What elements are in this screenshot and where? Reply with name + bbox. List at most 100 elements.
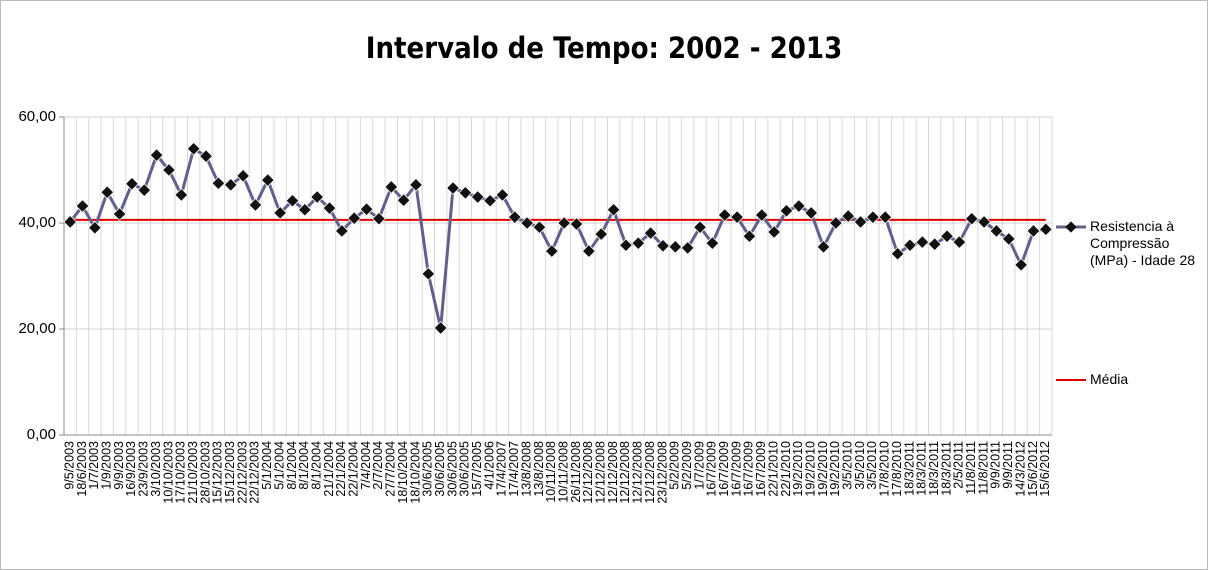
x-tick-label: 15/6/2012 <box>1026 441 1040 497</box>
x-tick-label: 9/9/2011 <box>1001 441 1015 489</box>
x-tick-label: 18/3/2011 <box>915 441 929 496</box>
data-point <box>1026 224 1041 238</box>
data-point <box>520 216 535 230</box>
data-point <box>297 202 312 217</box>
data-point <box>124 176 139 191</box>
x-tick-label: 1/7/2009 <box>692 441 706 490</box>
data-point <box>915 235 930 250</box>
x-tick-label: 8/1/2004 <box>309 441 323 490</box>
data-point <box>347 211 362 226</box>
x-tick-label: 8/1/2004 <box>285 441 299 490</box>
data-point <box>112 207 127 221</box>
data-point <box>730 210 745 225</box>
x-tick-label: 30/6/2005 <box>458 441 472 497</box>
data-point <box>162 163 176 177</box>
x-tick-label: 19/2/2010 <box>803 441 817 497</box>
x-tick-label: 2/5/2011 <box>952 441 966 489</box>
x-tick-label: 22/1/2004 <box>347 441 361 497</box>
x-tick-label: 18/10/2004 <box>396 441 410 504</box>
data-point <box>853 215 868 229</box>
x-tick-label: 5/1/2004 <box>260 441 274 490</box>
data-point <box>581 244 596 259</box>
legend-series-marker <box>1065 221 1077 233</box>
data-point <box>137 183 152 198</box>
x-tick-label: 3/5/2010 <box>865 441 879 490</box>
data-point <box>1014 257 1029 272</box>
x-tick-label: 22/1/2010 <box>779 441 793 497</box>
data-point <box>977 215 992 229</box>
data-point <box>754 208 769 222</box>
x-tick-label: 2/7/2004 <box>371 441 385 490</box>
data-point <box>310 190 325 204</box>
x-tick-label: 15/12/2003 <box>223 441 237 504</box>
x-tick-label: 3/10/2003 <box>149 441 163 497</box>
x-tick-label: 10/10/2003 <box>161 441 175 504</box>
x-tick-label: 15/6/2012 <box>1038 441 1052 497</box>
data-point <box>903 238 917 253</box>
data-point <box>495 187 510 202</box>
data-point <box>779 203 794 218</box>
data-point <box>334 224 349 238</box>
data-point <box>433 321 448 335</box>
x-tick-label: 18/10/2004 <box>408 441 422 504</box>
x-tick-label: 16/7/2009 <box>742 441 756 497</box>
data-point <box>717 208 732 222</box>
x-tick-label: 9/9/2003 <box>112 441 126 490</box>
data-point <box>532 220 547 235</box>
x-tick-label: 12/12/2008 <box>606 441 620 504</box>
data-point <box>470 190 485 204</box>
x-tick-label: 1/7/2003 <box>87 441 101 490</box>
x-tick-label: 10/11/2008 <box>556 441 570 503</box>
data-point <box>236 168 251 183</box>
data-point <box>631 236 646 251</box>
x-tick-label: 4/1/2006 <box>482 441 496 490</box>
y-tick-label: 0,00 <box>27 426 56 443</box>
x-tick-label: 22/1/2010 <box>766 441 780 497</box>
data-point <box>186 141 201 156</box>
x-tick-label: 23/9/2003 <box>137 441 151 497</box>
data-point <box>989 224 1004 238</box>
data-point <box>816 239 831 254</box>
data-point <box>618 238 633 253</box>
data-point <box>927 237 942 252</box>
x-tick-label: 5/2/2009 <box>668 441 682 490</box>
x-tick-label: 17/8/2010 <box>890 441 904 497</box>
chart-title: Intervalo de Tempo: 2002 - 2013 <box>366 31 843 65</box>
x-tick-label: 16/7/2009 <box>754 441 768 497</box>
data-point <box>742 229 757 244</box>
x-tick-label: 1/9/2003 <box>100 441 114 490</box>
y-tick-label: 40,00 <box>18 214 56 231</box>
x-tick-label: 9/5/2003 <box>62 441 76 490</box>
x-tick-label: 18/3/2011 <box>927 441 941 496</box>
x-tick-label: 7/4/2004 <box>359 441 373 490</box>
data-point <box>507 210 522 225</box>
data-point <box>569 217 584 231</box>
data-point <box>804 206 819 220</box>
data-point <box>668 239 683 254</box>
data-point <box>483 193 498 208</box>
x-tick-label: 5/2/2009 <box>680 441 694 490</box>
data-point <box>606 202 621 217</box>
data-point <box>828 216 843 230</box>
x-tick-label: 12/12/2008 <box>594 441 608 504</box>
x-tick-label: 16/7/2009 <box>717 441 731 497</box>
data-point <box>421 266 436 281</box>
data-point <box>174 187 189 202</box>
data-point <box>767 225 782 239</box>
data-point <box>100 185 115 200</box>
x-tick-label: 17/4/2007 <box>495 441 509 497</box>
x-tick-label: 15/12/2003 <box>211 441 225 504</box>
data-point <box>285 193 300 208</box>
data-point <box>223 177 238 192</box>
data-point <box>396 193 411 208</box>
y-tick-label: 60,00 <box>18 108 56 125</box>
data-point <box>260 173 275 187</box>
x-tick-label: 27/7/2004 <box>384 441 398 497</box>
x-tick-label: 3/5/2010 <box>853 441 867 490</box>
data-point <box>248 198 263 212</box>
legend-series: Resistencia à Compressão (MPa) - Idade 2… <box>1090 218 1196 268</box>
data-point <box>446 181 460 195</box>
data-point <box>149 148 164 163</box>
x-tick-label: 12/12/2008 <box>581 441 595 504</box>
